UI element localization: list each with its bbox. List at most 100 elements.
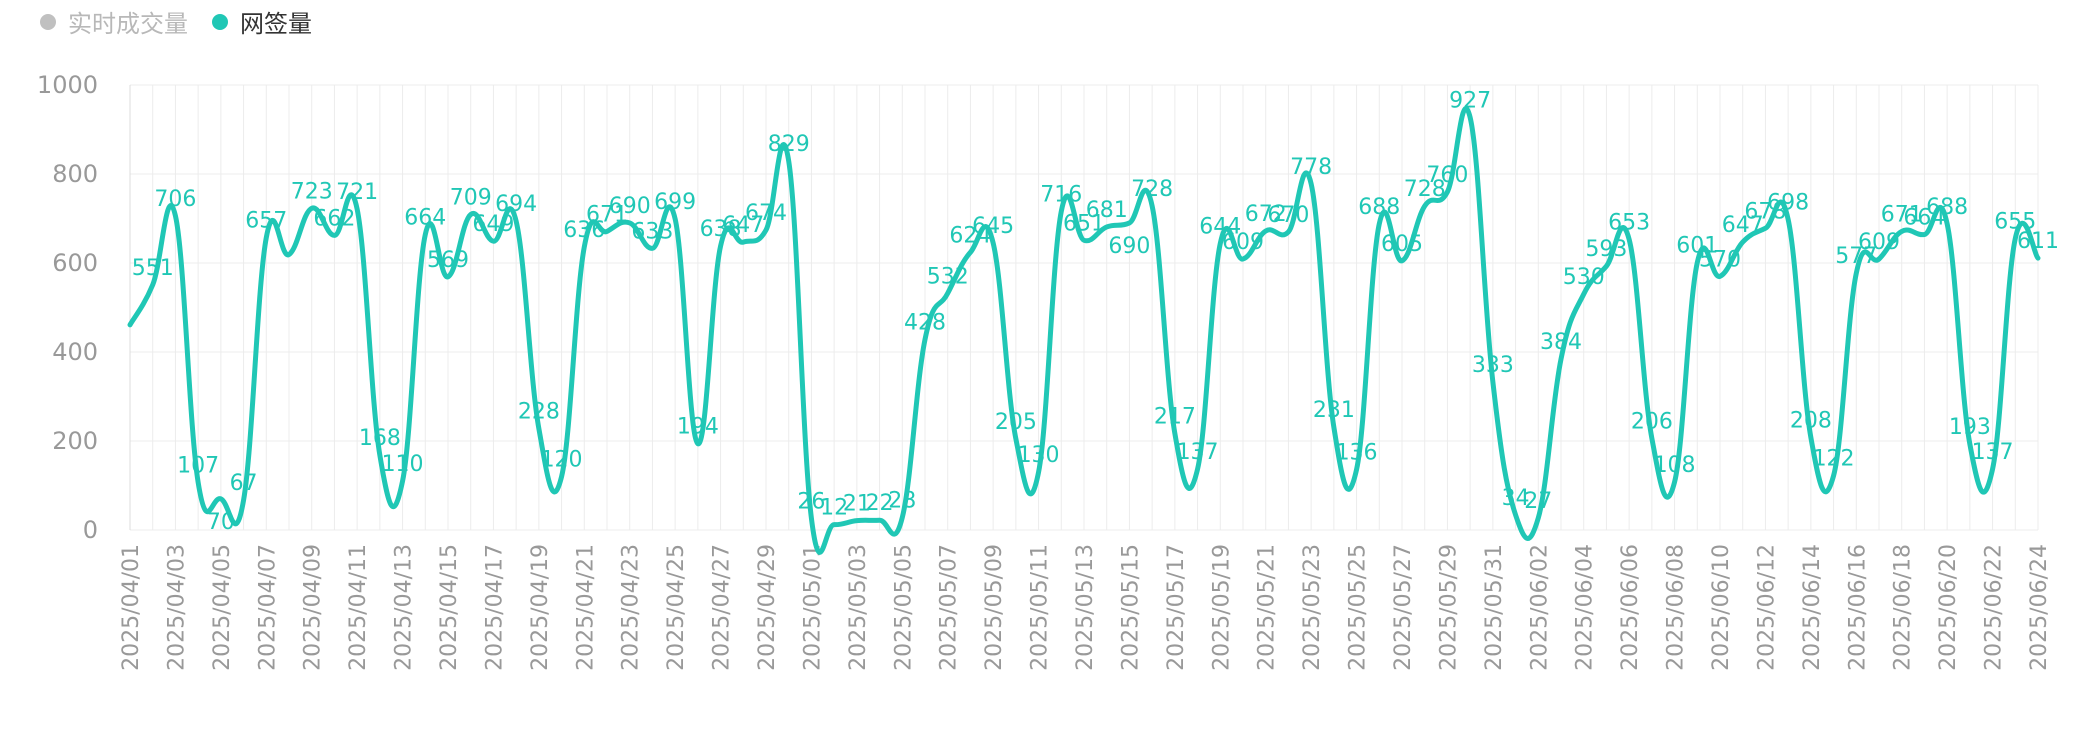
data-label: 657 bbox=[245, 209, 287, 234]
data-label: 34 bbox=[1502, 486, 1530, 511]
data-label: 664 bbox=[404, 206, 446, 231]
x-tick-label: 2025/06/22 bbox=[1982, 544, 2007, 671]
data-label: 706 bbox=[154, 187, 196, 212]
legend: 实时成交量 网签量 bbox=[40, 4, 312, 39]
data-label: 530 bbox=[1563, 265, 1605, 290]
data-label: 611 bbox=[2017, 229, 2059, 254]
data-label: 570 bbox=[1699, 247, 1741, 272]
data-label: 688 bbox=[1358, 195, 1400, 220]
data-label: 609 bbox=[1222, 230, 1264, 255]
data-label: 532 bbox=[927, 264, 969, 289]
data-label: 829 bbox=[768, 132, 810, 157]
data-label: 26 bbox=[797, 489, 825, 514]
data-label: 681 bbox=[1086, 198, 1128, 223]
data-label: 577 bbox=[1835, 244, 1877, 269]
legend-dot-icon bbox=[212, 13, 228, 30]
data-label: 21 bbox=[843, 492, 871, 517]
data-label: 688 bbox=[1926, 195, 1968, 220]
x-tick-label: 2025/05/11 bbox=[1028, 544, 1053, 671]
data-label: 633 bbox=[631, 219, 673, 244]
data-label: 107 bbox=[177, 453, 219, 478]
x-tick-label: 2025/06/12 bbox=[1754, 544, 1779, 671]
data-label: 694 bbox=[495, 192, 537, 217]
x-tick-label: 2025/06/18 bbox=[1891, 544, 1916, 671]
data-label: 136 bbox=[1336, 440, 1378, 465]
x-tick-label: 2025/06/06 bbox=[1618, 544, 1643, 671]
data-label: 651 bbox=[1063, 211, 1105, 236]
series-line-网签量 bbox=[127, 106, 2041, 555]
data-label: 168 bbox=[359, 426, 401, 451]
data-label: 28 bbox=[888, 489, 916, 514]
y-tick-label: 200 bbox=[52, 427, 98, 455]
data-label: 205 bbox=[995, 410, 1037, 435]
legend-item-signed-volume[interactable]: 网签量 bbox=[212, 4, 312, 39]
data-label: 137 bbox=[1972, 440, 2014, 465]
data-label: 649 bbox=[472, 212, 514, 237]
x-tick-label: 2025/05/29 bbox=[1436, 544, 1461, 671]
data-label: 927 bbox=[1449, 88, 1491, 113]
x-tick-label: 2025/04/21 bbox=[573, 544, 598, 671]
y-tick-label: 600 bbox=[52, 249, 98, 277]
data-label: 569 bbox=[427, 248, 469, 273]
data-label: 716 bbox=[1040, 182, 1082, 207]
data-label: 12 bbox=[820, 496, 848, 521]
x-tick-label: 2025/06/16 bbox=[1845, 544, 1870, 671]
x-tick-label: 2025/06/04 bbox=[1573, 544, 1598, 671]
data-label: 428 bbox=[904, 311, 946, 336]
data-label: 593 bbox=[1585, 237, 1627, 262]
x-tick-label: 2025/06/02 bbox=[1527, 544, 1552, 671]
data-label: 778 bbox=[1290, 155, 1332, 180]
x-tick-label: 2025/04/01 bbox=[119, 544, 144, 671]
data-label: 605 bbox=[1381, 232, 1423, 257]
data-label: 671 bbox=[586, 202, 628, 227]
data-label: 662 bbox=[313, 206, 355, 231]
legend-label: 实时成交量 bbox=[68, 10, 188, 38]
x-tick-label: 2025/04/07 bbox=[255, 544, 280, 671]
x-tick-label: 2025/05/07 bbox=[937, 544, 962, 671]
x-tick-label: 2025/06/10 bbox=[1709, 544, 1734, 671]
data-label: 231 bbox=[1313, 398, 1355, 423]
data-label: 551 bbox=[132, 256, 174, 281]
data-label: 333 bbox=[1472, 353, 1514, 378]
data-label: 609 bbox=[1858, 230, 1900, 255]
x-tick-label: 2025/05/01 bbox=[800, 544, 825, 671]
legend-item-realtime-volume[interactable]: 实时成交量 bbox=[40, 4, 188, 39]
data-label: 670 bbox=[1267, 203, 1309, 228]
data-label: 193 bbox=[1949, 415, 1991, 440]
x-tick-label: 2025/05/19 bbox=[1209, 544, 1234, 671]
data-label: 208 bbox=[1790, 408, 1832, 433]
x-tick-label: 2025/05/03 bbox=[846, 544, 871, 671]
data-label: 645 bbox=[972, 214, 1014, 239]
data-label: 721 bbox=[336, 180, 378, 205]
data-label: 647 bbox=[1722, 213, 1764, 238]
x-tick-label: 2025/05/05 bbox=[891, 544, 916, 671]
y-tick-label: 800 bbox=[52, 160, 98, 188]
data-label: 698 bbox=[1767, 190, 1809, 215]
y-tick-label: 1000 bbox=[37, 71, 98, 99]
data-label: 728 bbox=[1404, 177, 1446, 202]
data-label: 638 bbox=[700, 217, 742, 242]
data-label: 690 bbox=[609, 194, 651, 219]
data-label: 624 bbox=[949, 223, 991, 248]
x-tick-label: 2025/04/03 bbox=[164, 544, 189, 671]
x-tick-label: 2025/04/29 bbox=[755, 544, 780, 671]
data-label: 723 bbox=[291, 179, 333, 204]
x-tick-label: 2025/05/15 bbox=[1118, 544, 1143, 671]
x-tick-label: 2025/06/24 bbox=[2027, 544, 2052, 671]
data-label: 653 bbox=[1608, 210, 1650, 235]
x-tick-label: 2025/04/15 bbox=[437, 544, 462, 671]
x-tick-label: 2025/05/23 bbox=[1300, 544, 1325, 671]
x-tick-label: 2025/05/09 bbox=[982, 544, 1007, 671]
data-label: 664 bbox=[1903, 206, 1945, 231]
x-tick-label: 2025/04/11 bbox=[346, 544, 371, 671]
data-label: 27 bbox=[1524, 489, 1552, 514]
x-tick-label: 2025/04/05 bbox=[210, 544, 235, 671]
data-label: 194 bbox=[677, 415, 719, 440]
data-label: 137 bbox=[1177, 440, 1219, 465]
data-label: 228 bbox=[518, 400, 560, 425]
data-label: 699 bbox=[654, 190, 696, 215]
legend-dot-icon bbox=[40, 13, 56, 30]
x-tick-label: 2025/05/17 bbox=[1164, 544, 1189, 671]
data-label: 206 bbox=[1631, 409, 1673, 434]
